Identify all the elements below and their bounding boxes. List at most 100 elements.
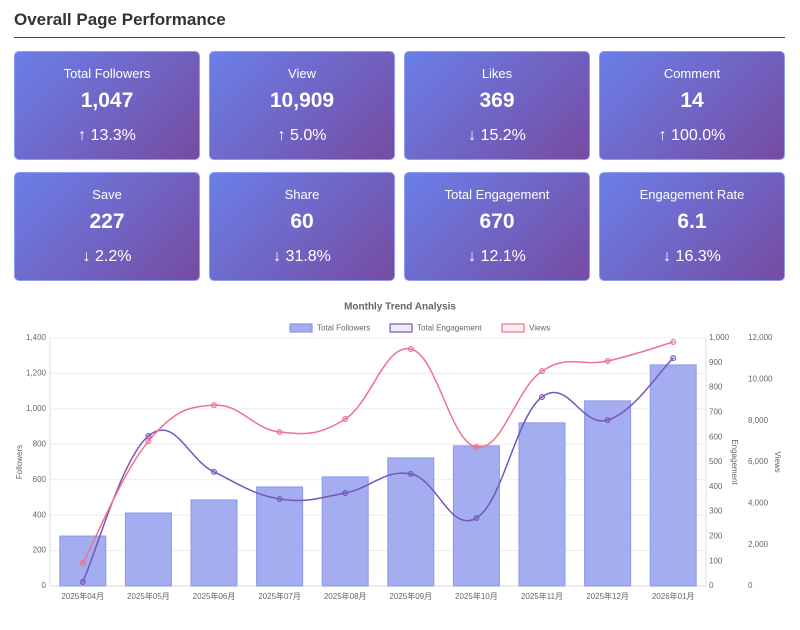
card-label: Engagement Rate — [639, 187, 745, 202]
point — [211, 468, 217, 475]
line — [82, 341, 674, 564]
point — [145, 438, 152, 445]
card-value: 369 — [479, 89, 515, 112]
axis-title: Followers — [15, 445, 24, 479]
tick-label: 200 — [709, 532, 723, 541]
card-change: ↑ 13.3% — [78, 127, 136, 144]
axis-title: Engagement — [730, 439, 739, 485]
x-tick-label: 2025年05月 — [127, 591, 170, 601]
axis-title: Views — [773, 451, 782, 472]
point — [79, 560, 86, 567]
card-value: 227 — [89, 210, 125, 233]
tick-label: 600 — [709, 432, 723, 441]
point — [670, 339, 677, 346]
legend-swatch — [501, 323, 525, 333]
card-change: ↓ 2.2% — [82, 248, 132, 265]
card-label: Comment — [663, 66, 721, 81]
point — [342, 490, 349, 496]
point — [604, 417, 611, 424]
legend-swatch — [389, 323, 413, 333]
legend-label: Total Followers — [317, 324, 370, 333]
point — [407, 346, 414, 353]
stat-card: Comment 14 ↑ 100.0% — [599, 51, 785, 160]
x-tick-label: 2025年07月 — [258, 591, 301, 601]
card-label: View — [288, 66, 316, 81]
stat-card: Engagement Rate 6.1 ↓ 16.3% — [599, 172, 785, 281]
x-tick-label: 2025年11月 — [521, 591, 563, 601]
legend-swatch — [289, 323, 313, 333]
x-tick-label: 2025年10月 — [455, 591, 498, 601]
bar — [256, 486, 304, 587]
point — [539, 394, 545, 401]
bar — [518, 422, 566, 587]
tick-label: 0 — [748, 581, 753, 590]
stat-card: View 10,909 ↑ 5.0% — [209, 51, 395, 160]
card-value: 6.1 — [677, 210, 707, 233]
tick-label: 12,000 — [748, 333, 773, 342]
stat-card: Share 60 ↓ 31.8% — [209, 172, 395, 281]
legend-label: Views — [529, 324, 550, 333]
point — [407, 470, 414, 477]
tick-label: 1,400 — [26, 333, 47, 342]
stat-card: Total Followers 1,047 ↑ 13.3% — [14, 51, 200, 160]
card-value: 1,047 — [80, 89, 134, 112]
tick-label: 500 — [709, 457, 723, 466]
title-rule — [14, 37, 785, 38]
point — [211, 402, 217, 409]
card-change: ↓ 16.3% — [663, 248, 721, 265]
card-value: 670 — [479, 210, 515, 233]
x-tick-label: 2025年04月 — [61, 591, 104, 601]
card-label: Share — [284, 187, 320, 202]
card-label: Total Followers — [63, 66, 151, 81]
tick-label: 300 — [709, 507, 723, 516]
x-tick-label: 2025年09月 — [389, 591, 432, 601]
tick-label: 800 — [33, 439, 47, 448]
stat-cards: Total Followers 1,047 ↑ 13.3% View 10,909 ↑ 5… — [14, 51, 785, 281]
tick-label: 0 — [709, 581, 714, 590]
card-label: Total Engagement — [444, 187, 550, 202]
page-title: Overall Page Performance — [14, 10, 226, 29]
card-change: ↑ 100.0% — [658, 127, 726, 144]
tick-label: 900 — [709, 358, 723, 367]
tick-label: 700 — [709, 408, 723, 417]
point — [670, 355, 677, 362]
tick-label: 8,000 — [748, 416, 769, 425]
card-label: Likes — [481, 66, 513, 81]
tick-label: 400 — [33, 510, 47, 519]
tick-label: 200 — [33, 546, 47, 555]
bar — [387, 457, 435, 587]
x-tick-label: 2026年01月 — [652, 591, 695, 601]
point — [145, 432, 152, 439]
bar — [584, 400, 632, 587]
bar — [190, 499, 238, 587]
point — [539, 368, 545, 375]
point — [276, 495, 283, 502]
tick-label: 400 — [709, 482, 723, 491]
card-change: ↑ 5.0% — [277, 127, 327, 144]
x-tick-label: 2025年08月 — [324, 591, 367, 601]
trend-chart: Monthly Trend Analysis 0 200 400 600 800 1,00… — [15, 302, 782, 601]
line — [82, 357, 674, 583]
x-tick-label: 2025年12月 — [586, 591, 629, 601]
stat-card: Likes 369 ↓ 15.2% — [404, 51, 590, 160]
tick-label: 2,000 — [748, 540, 769, 549]
point — [276, 429, 283, 436]
tick-label: 600 — [33, 475, 47, 484]
point — [342, 416, 349, 423]
card-value: 14 — [680, 89, 704, 112]
tick-label: 1,000 — [26, 404, 47, 413]
card-change: ↓ 12.1% — [468, 248, 526, 265]
tick-label: 10,000 — [748, 374, 773, 383]
tick-label: 100 — [709, 556, 723, 565]
tick-label: 4,000 — [748, 498, 769, 507]
bar — [649, 364, 697, 587]
tick-label: 1,000 — [709, 333, 730, 342]
x-tick-label: 2025年06月 — [193, 591, 236, 601]
tick-label: 1,200 — [26, 369, 47, 378]
bar — [124, 512, 172, 587]
card-label: Save — [92, 187, 122, 202]
tick-label: 0 — [42, 581, 47, 590]
legend-label: Total Engagement — [417, 324, 482, 333]
point — [604, 358, 611, 365]
